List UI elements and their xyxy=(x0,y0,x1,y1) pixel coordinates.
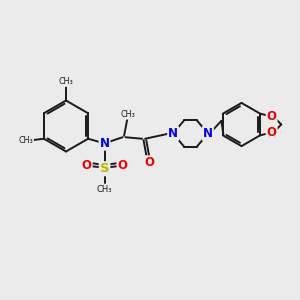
Text: O: O xyxy=(145,156,154,169)
Text: CH₃: CH₃ xyxy=(58,77,74,86)
Text: O: O xyxy=(82,159,92,172)
Text: CH₃: CH₃ xyxy=(120,110,135,118)
Text: N: N xyxy=(100,137,110,150)
Text: CH₃: CH₃ xyxy=(19,136,33,145)
Text: N: N xyxy=(168,127,178,140)
Text: S: S xyxy=(100,162,110,175)
Text: O: O xyxy=(118,159,128,172)
Text: O: O xyxy=(267,126,277,140)
Text: N: N xyxy=(203,127,213,140)
Text: CH₃: CH₃ xyxy=(97,185,112,194)
Text: O: O xyxy=(267,110,277,123)
